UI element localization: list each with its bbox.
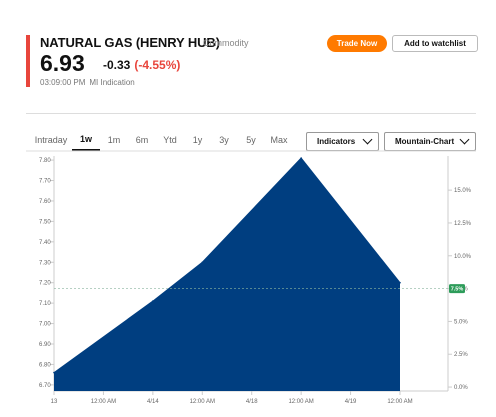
x-tick-label: 4/18 [246, 399, 258, 405]
tab-5y[interactable]: 5y [246, 135, 256, 145]
y-tick-label: 6.80 [39, 362, 51, 368]
y-tick-label: 7.10 [39, 301, 51, 307]
price-change-pct: (-4.55%) [134, 58, 181, 72]
y2-tick-label: 12.5% [454, 221, 472, 227]
y-tick-label: 7.60 [39, 199, 51, 205]
price-change: -0.33 (-4.55%) [103, 58, 180, 72]
y-tick-label: 7.00 [39, 322, 51, 328]
y-tick-label: 7.20 [39, 281, 51, 287]
divider [26, 113, 476, 114]
y-tick-label: 6.90 [39, 342, 51, 348]
trade-now-button[interactable]: Trade Now [327, 35, 387, 52]
data-point [152, 300, 154, 302]
price-area [54, 158, 400, 391]
data-point [399, 281, 401, 284]
tab-ytd[interactable]: Ytd [163, 135, 177, 145]
x-tick-label: 13 [51, 399, 58, 405]
indicators-label: Indicators [317, 137, 356, 146]
y-tick-label: 7.40 [39, 240, 51, 246]
y2-tick-label: 0.0% [454, 385, 468, 391]
x-tick-label: 4/19 [345, 399, 357, 405]
add-to-watchlist-button[interactable]: Add to watchlist [392, 35, 478, 52]
tab-1m[interactable]: 1m [107, 135, 121, 145]
y-tick-label: 7.50 [39, 219, 51, 225]
x-tick-label: 12:00 AM [91, 399, 116, 405]
y2-tick-label: 10.0% [454, 254, 472, 260]
y-tick-label: 7.30 [39, 260, 51, 266]
y2-tick-label: 15.0% [454, 188, 472, 194]
x-tick-label: 12:00 AM [288, 399, 313, 405]
range-tabs: Intraday 1w 1m 6m Ytd 1y 3y 5y Max [30, 129, 293, 151]
x-tick-label: 12:00 AM [190, 399, 215, 405]
quote-time-note: MI Indication [89, 78, 135, 87]
chart-type-label: Mountain-Chart [395, 137, 455, 146]
x-tick-label: 12:00 AM [387, 399, 412, 405]
x-tick-label: 4/14 [147, 399, 159, 405]
y2-tick-label: 2.5% [454, 352, 468, 358]
quote-time-value: 03:09:00 PM [40, 78, 86, 87]
tab-6m[interactable]: 6m [135, 135, 149, 145]
tab-1w[interactable]: 1w [72, 129, 100, 151]
quote-time: 03:09:00 PM MI Indication [40, 78, 135, 87]
tab-intraday[interactable]: Intraday [34, 135, 68, 145]
y-tick-label: 7.70 [39, 179, 51, 185]
accent-bar [26, 35, 30, 87]
data-point [53, 371, 55, 374]
tab-max[interactable]: Max [270, 135, 288, 145]
last-price: 6.93 [40, 50, 85, 76]
y2-tick-label: 5.0% [454, 319, 468, 325]
current-level-label: 7.5% [451, 287, 464, 293]
quote-title: NATURAL GAS (HENRY HUB) [40, 35, 220, 50]
data-point [201, 261, 204, 264]
tab-3y[interactable]: 3y [219, 135, 229, 145]
price-change-abs: -0.33 [103, 58, 131, 72]
tab-1y[interactable]: 1y [192, 135, 203, 145]
current-level-badge [449, 284, 465, 294]
asset-type-label: Commodity [203, 38, 249, 48]
y-tick-label: 7.80 [39, 158, 51, 164]
data-point [300, 157, 302, 159]
y-tick-label: 6.70 [39, 383, 51, 389]
